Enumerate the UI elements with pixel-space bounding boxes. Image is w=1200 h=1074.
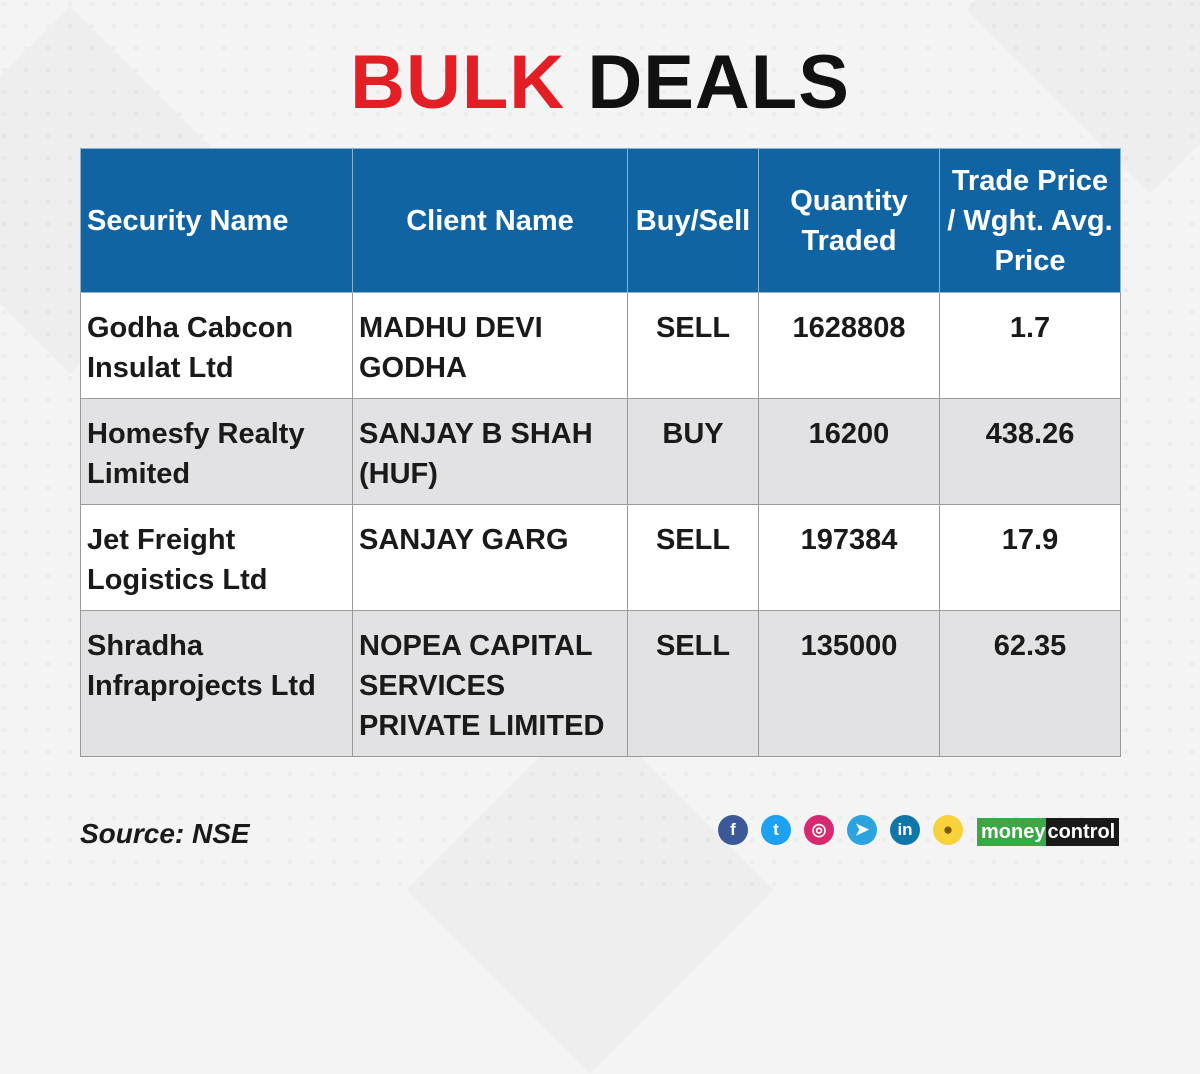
cell-client-name: MADHU DEVI GODHA [352,292,628,399]
cell-client-name: SANJAY B SHAH (HUF) [352,398,628,505]
header-quantity-traded: Quantity Traded [758,148,940,293]
cell-security-name: Shradha Infraprojects Ltd [80,610,353,757]
source-note: Source: NSE [80,818,250,849]
cell-price: 1.7 [939,292,1121,399]
logo-part-money: money [977,818,1047,846]
title-bulk: BULK [350,40,566,125]
logo-part-control: control [1046,818,1120,846]
page-title: BULK DEALS [0,38,1200,128]
header-buy-sell: Buy/Sell [627,148,759,293]
table-row: Homesfy Realty Limited SANJAY B SHAH (HU… [80,398,1121,505]
cell-security-name: Jet Freight Logistics Ltd [80,504,353,611]
cell-client-name: SANJAY GARG [352,504,628,611]
social-icons: f t ◎ ➤ in ● [718,815,963,845]
header-security-name: Security Name [80,148,353,293]
cell-buy-sell: BUY [627,398,759,505]
cell-security-name: Homesfy Realty Limited [80,398,353,505]
telegram-icon[interactable]: ➤ [847,815,877,845]
header-client-name: Client Name [352,148,628,293]
cell-quantity: 1628808 [758,292,940,399]
koo-icon[interactable]: ● [933,815,963,845]
cell-price: 438.26 [939,398,1121,505]
cell-buy-sell: SELL [627,610,759,757]
instagram-icon[interactable]: ◎ [804,815,834,845]
cell-buy-sell: SELL [627,292,759,399]
cell-quantity: 197384 [758,504,940,611]
table-header-row: Security Name Client Name Buy/Sell Quant… [80,148,1121,293]
cell-client-name: NOPEA CAPITAL SERVICES PRIVATE LIMITED [352,610,628,757]
bulk-deals-table: Security Name Client Name Buy/Sell Quant… [80,148,1121,757]
table-row: Godha Cabcon Insulat Ltd MADHU DEVI GODH… [80,292,1121,399]
cell-price: 17.9 [939,504,1121,611]
background-diamond [406,706,774,1074]
moneycontrol-logo: money control [977,818,1120,846]
linkedin-icon[interactable]: in [890,815,920,845]
header-trade-price: Trade Price / Wght. Avg. Price [939,148,1121,293]
twitter-icon[interactable]: t [761,815,791,845]
title-deals: DEALS [587,40,850,125]
cell-buy-sell: SELL [627,504,759,611]
cell-quantity: 135000 [758,610,940,757]
cell-price: 62.35 [939,610,1121,757]
cell-security-name: Godha Cabcon Insulat Ltd [80,292,353,399]
table-row: Jet Freight Logistics Ltd SANJAY GARG SE… [80,504,1121,611]
table-row: Shradha Infraprojects Ltd NOPEA CAPITAL … [80,610,1121,757]
facebook-icon[interactable]: f [718,815,748,845]
cell-quantity: 16200 [758,398,940,505]
